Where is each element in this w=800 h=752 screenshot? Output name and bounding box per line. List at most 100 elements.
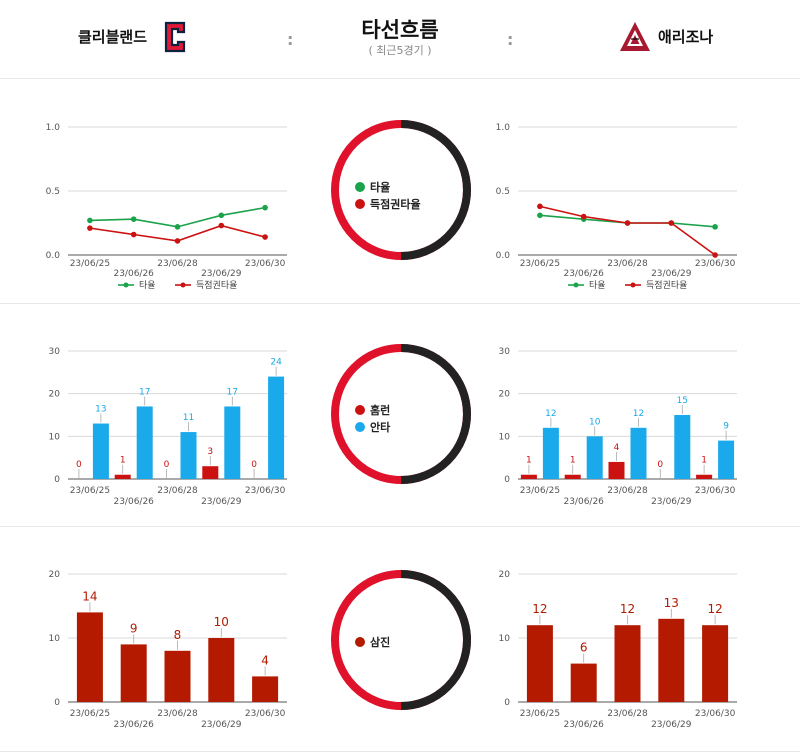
legend-label: 타율 xyxy=(589,280,606,291)
bar xyxy=(136,406,153,479)
bar xyxy=(658,618,685,702)
x-tick-label: 23/06/29 xyxy=(651,269,692,279)
data-label: 1 xyxy=(570,456,576,466)
data-label: 17 xyxy=(139,387,150,397)
data-label: 4 xyxy=(261,653,269,667)
legend-item-homerun: 홈런 xyxy=(355,401,455,418)
avg-donut xyxy=(331,120,471,260)
x-tick-label: 23/06/28 xyxy=(157,259,198,269)
y-tick-label: 10 xyxy=(499,634,511,644)
hits-donut xyxy=(331,344,471,484)
x-tick-label: 23/06/29 xyxy=(201,720,242,730)
legend-item-avg: 타율 xyxy=(355,178,455,195)
legend-dot xyxy=(355,404,365,415)
data-label: 12 xyxy=(633,409,644,419)
right-so-chart: 0 10 20 23/06/2523/06/2623/06/2823/06/2923/… xyxy=(499,570,737,730)
data-label: 0 xyxy=(251,460,257,470)
x-tick-label: 23/06/30 xyxy=(695,709,736,719)
x-tick-label: 23/06/25 xyxy=(520,709,560,719)
x-tick-label: 23/06/25 xyxy=(70,259,110,269)
x-tick-label: 23/06/30 xyxy=(695,486,736,496)
data-label: 9 xyxy=(130,621,138,635)
data-point xyxy=(580,213,587,220)
bar xyxy=(268,376,285,479)
bar xyxy=(702,625,729,702)
y-tick-label: 0.0 xyxy=(496,251,511,261)
y-tick-label: 20 xyxy=(49,390,61,400)
data-point xyxy=(174,224,181,230)
donut-right-arc xyxy=(400,570,471,710)
y-tick-label: 10 xyxy=(49,432,61,442)
bar xyxy=(520,474,537,479)
bar xyxy=(542,427,559,479)
data-label: 3 xyxy=(207,447,213,457)
legend-dot xyxy=(355,421,365,432)
data-label: 12 xyxy=(707,602,722,616)
data-label: 0 xyxy=(76,460,82,470)
y-tick-label: 0.5 xyxy=(46,187,60,197)
data-point xyxy=(87,225,93,231)
data-label: 13 xyxy=(664,596,679,610)
bar xyxy=(614,625,641,702)
bar xyxy=(180,432,197,479)
data-label: 1 xyxy=(526,456,532,466)
data-point xyxy=(537,203,543,210)
x-tick-label: 23/06/29 xyxy=(201,497,242,507)
bar xyxy=(696,474,713,479)
right-hits-chart: 010203023/06/2523/06/2623/06/2823/06/292… xyxy=(499,347,737,507)
data-label: 1 xyxy=(120,456,126,466)
y-tick-label: 1.0 xyxy=(46,123,61,133)
data-label: 11 xyxy=(183,413,194,423)
data-label: 4 xyxy=(614,443,620,453)
so-donut xyxy=(331,570,471,710)
left-so-chart: 0 10 20 23/06/2523/06/2623/06/2823/06/2923/… xyxy=(49,570,287,730)
x-tick-label: 23/06/30 xyxy=(245,709,286,719)
page-title: 타선흐름 xyxy=(361,18,439,42)
y-tick-label: 10 xyxy=(499,432,511,442)
x-tick-label: 23/06/30 xyxy=(245,486,286,496)
bar xyxy=(202,466,219,479)
y-tick-label: 0 xyxy=(504,698,510,708)
bar xyxy=(630,427,647,479)
bar xyxy=(608,461,625,479)
data-label: 12 xyxy=(620,602,635,616)
bar xyxy=(718,440,735,479)
avg-legend: 타율 득점권타율 xyxy=(355,178,455,212)
data-point xyxy=(218,212,225,219)
legend-swatch-dot xyxy=(630,282,636,288)
team-right-name[interactable]: 애리조나 xyxy=(658,28,714,46)
x-tick-label: 23/06/29 xyxy=(201,269,242,279)
arizona-logo-icon xyxy=(620,22,650,51)
data-label: 9 xyxy=(723,422,729,432)
data-label: 0 xyxy=(164,460,170,470)
data-label: 10 xyxy=(589,417,601,427)
bar xyxy=(208,638,235,702)
y-tick-label: 0 xyxy=(54,475,60,485)
data-point xyxy=(262,204,268,211)
data-label: 1 xyxy=(701,456,707,466)
bar xyxy=(114,474,131,479)
left-avg-chart: 0.0 0.5 1.0 23/06/2523/06/2623/06/2823/06/2… xyxy=(46,123,287,291)
data-point xyxy=(712,252,718,258)
y-tick-label: 20 xyxy=(499,390,511,400)
x-tick-label: 23/06/25 xyxy=(520,259,560,269)
x-tick-label: 23/06/26 xyxy=(113,497,154,507)
data-label: 12 xyxy=(545,409,556,419)
x-tick-label: 23/06/28 xyxy=(607,486,648,496)
bar xyxy=(252,676,279,702)
section-divider xyxy=(0,303,800,304)
cleveland-logo-icon xyxy=(164,21,186,53)
bar xyxy=(674,415,691,479)
x-tick-label: 23/06/29 xyxy=(651,720,692,730)
section-so: 0 10 20 23/06/25 23/06/26 23/06/28 23/06/29 23/… xyxy=(0,527,800,751)
legend-item-strikeout: 삼진 xyxy=(355,633,455,650)
data-label: 0 xyxy=(657,460,663,470)
team-left-name[interactable]: 클리블랜드 xyxy=(78,28,148,46)
data-point xyxy=(668,220,675,226)
x-tick-label: 23/06/26 xyxy=(563,269,604,279)
data-point xyxy=(262,234,268,240)
x-tick-label: 23/06/25 xyxy=(70,709,110,719)
legend-swatch-dot xyxy=(123,282,129,288)
donut-right-arc xyxy=(400,120,471,260)
bar xyxy=(526,625,553,702)
